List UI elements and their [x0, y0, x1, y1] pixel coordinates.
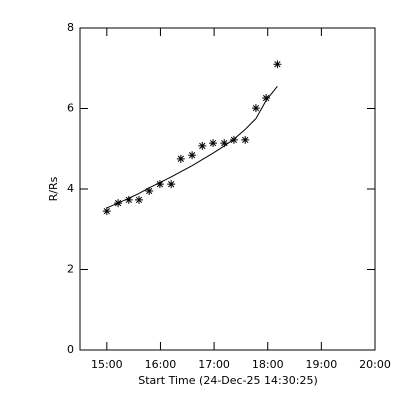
x-tick-label: 20:00 — [359, 358, 391, 371]
x-tick-label: 16:00 — [145, 358, 177, 371]
x-tick-label: 18:00 — [252, 358, 284, 371]
y-tick-label: 2 — [67, 263, 74, 276]
data-point — [124, 195, 133, 204]
x-tick-label: 15:00 — [91, 358, 123, 371]
data-point — [176, 154, 185, 163]
data-point — [209, 139, 218, 148]
data-point — [135, 195, 143, 204]
x-tick-label: 17:00 — [198, 358, 230, 371]
y-axis-label: R/Rs — [47, 176, 60, 201]
data-point — [220, 139, 229, 148]
x-axis-label: Start Time (24-Dec-25 14:30:25) — [138, 374, 318, 387]
y-tick-label: 0 — [67, 343, 74, 356]
data-point — [155, 180, 164, 189]
data-point — [102, 207, 111, 216]
plot-frame — [79, 27, 376, 351]
data-point — [273, 60, 282, 69]
fit-line — [106, 86, 278, 209]
y-tick-label: 6 — [67, 102, 74, 115]
data-point — [145, 187, 154, 196]
data-point — [241, 135, 250, 144]
data-point — [188, 151, 197, 160]
data-point — [262, 94, 271, 103]
data-point — [167, 180, 176, 189]
y-tick-label: 8 — [67, 21, 74, 34]
data-point — [251, 104, 260, 113]
data-point — [229, 135, 238, 144]
x-tick-label: 19:00 — [306, 358, 338, 371]
data-point — [198, 141, 207, 150]
y-tick-label: 4 — [67, 182, 74, 195]
